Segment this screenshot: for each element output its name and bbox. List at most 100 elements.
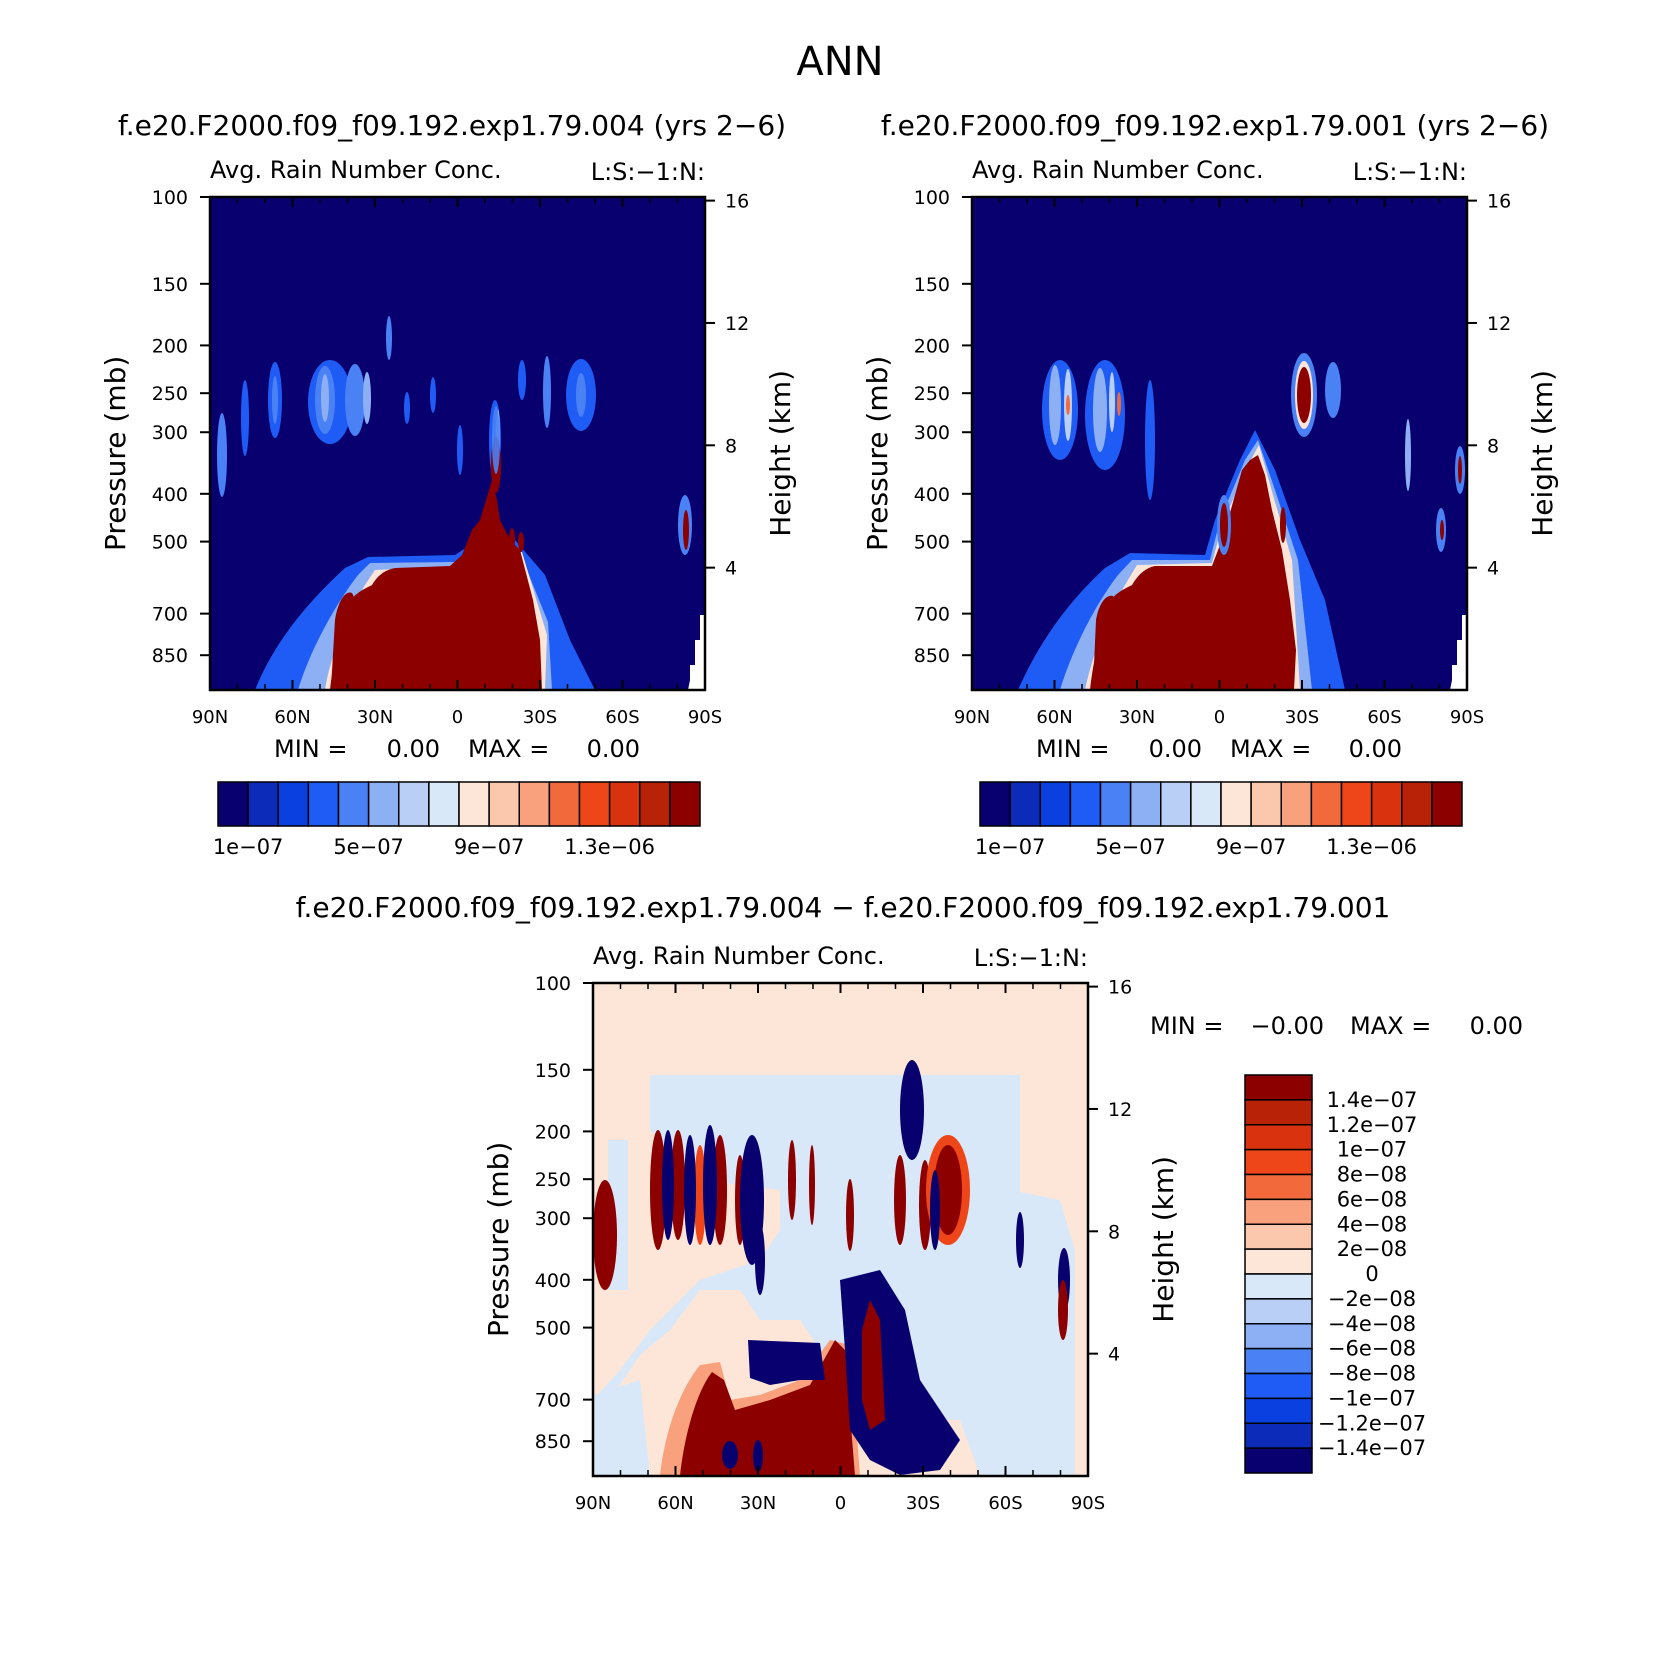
colorbar-label: 6e−08 [1337, 1187, 1408, 1211]
wisp [217, 413, 227, 497]
neg-core [748, 1340, 825, 1385]
negative-bands [662, 1060, 1070, 1340]
heatmap-field [972, 197, 1467, 690]
pos-band [788, 1140, 796, 1220]
colorbar-swatch [1009, 781, 1041, 827]
colorbar-swatch [1244, 1372, 1313, 1400]
colorbar-label: 1.4e−07 [1327, 1088, 1418, 1112]
neg-band [684, 1135, 696, 1245]
colorbar-label: 1e−07 [213, 835, 284, 859]
y-tick-label: 200 [914, 335, 950, 357]
corner-label: L:S:−1:N: [591, 158, 705, 186]
wisp [404, 392, 410, 424]
x-tick-label: 0 [1214, 707, 1225, 728]
colorbar-label: 4e−08 [1337, 1212, 1408, 1236]
x-tick-label: 90S [688, 707, 722, 728]
heatmap-field [593, 983, 1088, 1476]
wisp [1145, 380, 1155, 500]
y-tick-label: 100 [914, 187, 950, 209]
x-tick-label: 30N [357, 707, 393, 728]
minmax-text: MIN = 0.00 MAX = 0.00 [1036, 735, 1402, 763]
colorbar-swatch [1244, 1323, 1313, 1350]
colorbar-swatch [1340, 781, 1373, 827]
neg-band [930, 1170, 940, 1250]
x-tick-label: 90N [575, 1493, 611, 1514]
y-tick-label: 150 [535, 1060, 571, 1082]
y-tick-label: 250 [152, 383, 188, 405]
colorbar-label: 9e−07 [454, 835, 525, 859]
colorbar-swatch [1244, 1074, 1313, 1101]
y-tick-label: 150 [914, 274, 950, 296]
colorbar-swatch [578, 781, 611, 827]
panel-control-run: f.e20.F2000.f09_f09.192.exp1.79.004 (yrs… [99, 109, 797, 859]
wisp [1109, 372, 1115, 432]
colorbar: 1e−07 5e−07 9e−07 1.3e−06 [213, 781, 701, 859]
y-tick-label: 400 [535, 1270, 571, 1292]
panel-subtitle: Avg. Rain Number Conc. [593, 942, 885, 970]
min-label: MIN = [274, 735, 347, 763]
y-tick-label: 300 [535, 1208, 571, 1230]
colorbar-label: −8e−08 [1328, 1362, 1416, 1386]
y2-tick-label: 8 [1487, 435, 1499, 457]
wisp [430, 377, 436, 413]
colorbar-swatch [1244, 1148, 1313, 1176]
max-label: MAX = [1230, 735, 1311, 763]
pos-core [862, 1300, 885, 1430]
y2-tick-label: 8 [725, 435, 737, 457]
y2-tick-label: 4 [1487, 558, 1499, 580]
upper-wisps [1042, 353, 1465, 552]
colorbar-label: −6e−08 [1328, 1337, 1416, 1361]
colorbar-swatch [217, 781, 249, 827]
min-value: 0.00 [387, 735, 440, 763]
colorbar-label: 1.3e−06 [564, 835, 655, 859]
minmax-text: MIN = −0.00 MAX = 0.00 [1150, 1012, 1523, 1040]
y2-axis-label: Height (km) [1147, 1156, 1180, 1323]
colorbar-swatch [458, 781, 490, 827]
y2-axis-label: Height (km) [1526, 370, 1559, 537]
colorbar-swatch [1244, 1223, 1313, 1250]
max-value: 0.00 [1349, 735, 1402, 763]
colorbar-swatch [1244, 1298, 1313, 1325]
upper-wisps [217, 316, 692, 555]
upper-cell [1297, 367, 1311, 423]
colorbar-swatch [1244, 1422, 1313, 1449]
contour-neg-light [980, 1310, 1075, 1476]
neg-band [662, 1130, 674, 1240]
x-tick-label: 60N [657, 1493, 693, 1514]
panel-title: f.e20.F2000.f09_f09.192.exp1.79.004 − f.… [296, 891, 1391, 924]
max-value: 0.00 [1470, 1012, 1523, 1040]
colorbar-swatch [1280, 781, 1313, 827]
pos-band [694, 1145, 706, 1245]
colorbar-swatch [1401, 781, 1433, 827]
y-axis-label: Pressure (mb) [482, 1142, 515, 1337]
colorbar-swatch [337, 781, 370, 827]
panel-title: f.e20.F2000.f09_f09.192.exp1.79.004 (yrs… [118, 109, 786, 142]
y2-tick-label: 4 [1108, 1344, 1120, 1366]
y-tick-label: 100 [152, 187, 188, 209]
colorbar-label: 8e−08 [1337, 1163, 1408, 1187]
axes-group: 90N 60N 30N 0 30S 60S 90S 100 150 200 250 300 400 500… [482, 973, 1180, 1514]
colorbar-label: 1.2e−07 [1327, 1113, 1418, 1137]
colorbar-swatch [1244, 1447, 1313, 1474]
y-tick-label: 500 [152, 532, 188, 554]
minmax-text: MIN = 0.00 MAX = 0.00 [274, 735, 640, 763]
colorbar-swatch [1129, 781, 1162, 827]
colorbar-label: −2e−08 [1328, 1287, 1416, 1311]
corner-label: L:S:−1:N: [974, 944, 1088, 972]
colorbar-swatch [1244, 1347, 1313, 1375]
colorbar-swatch [639, 781, 671, 827]
pos-band [671, 1130, 685, 1240]
colorbar-swatch [428, 781, 460, 827]
wisp [683, 510, 689, 550]
wisp [1325, 362, 1341, 418]
colorbar-label: −4e−08 [1328, 1312, 1416, 1336]
neg-band [703, 1125, 717, 1245]
convective-spike-halo [492, 406, 500, 474]
pos-band [650, 1130, 666, 1250]
x-tick-label: 30S [906, 1493, 940, 1514]
spike-small [509, 528, 515, 552]
wisp [1093, 368, 1107, 452]
colorbar-label: 5e−07 [333, 835, 404, 859]
colorbar-swatch [398, 781, 430, 827]
